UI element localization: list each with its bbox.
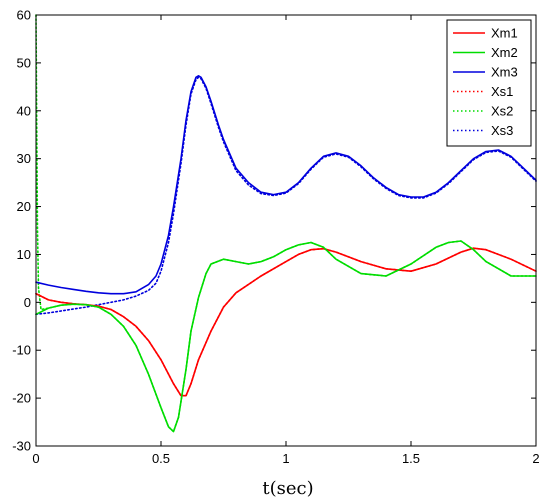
- y-tick-labels: -30 -20 -10 0 10 20 30 40 50 60: [12, 8, 31, 454]
- y-tick-label: 20: [17, 199, 31, 214]
- y-tick-label: 50: [17, 55, 31, 70]
- ticks-layer: [35, 14, 537, 447]
- legend-label-xm1: Xm1: [491, 26, 518, 41]
- y-tick-label: 30: [17, 151, 31, 166]
- legend-label-xm3: Xm3: [491, 65, 518, 80]
- x-axis-label: t(sec): [262, 478, 313, 499]
- legend-label-xs3: Xs3: [491, 123, 513, 138]
- x-tick-labels: 0 0.5 1 1.5 2: [32, 451, 539, 466]
- series-line-xs3: [35, 76, 537, 316]
- y-tick-label: -30: [12, 439, 31, 454]
- legend-label-xs1: Xs1: [491, 84, 513, 99]
- legend-items: Xm1 Xm2 Xm3 Xs1 Xs2 Xs3: [453, 26, 518, 138]
- legend-label-xs2: Xs2: [491, 104, 513, 119]
- series-line-xm1: [35, 247, 537, 397]
- series-line-xm2: [35, 240, 537, 433]
- series-layer: [35, 14, 537, 433]
- y-tick-label: -10: [12, 343, 31, 358]
- x-tick-label: 1.5: [402, 451, 420, 466]
- y-tick-label: 10: [17, 247, 31, 262]
- x-tick-label: 0.5: [152, 451, 170, 466]
- y-tick-label: 60: [17, 8, 31, 23]
- x-tick-label: 2: [532, 451, 539, 466]
- y-tick-label: 40: [17, 103, 31, 118]
- series-line-xm3: [35, 75, 537, 295]
- legend-label-xm2: Xm2: [491, 45, 518, 60]
- x-tick-label: 0: [32, 451, 39, 466]
- y-tick-label: 0: [24, 295, 31, 310]
- y-tick-label: -20: [12, 391, 31, 406]
- legend: Xm1 Xm2 Xm3 Xs1 Xs2 Xs3: [446, 19, 532, 147]
- legend-box: [446, 19, 532, 147]
- x-tick-label: 1: [282, 451, 289, 466]
